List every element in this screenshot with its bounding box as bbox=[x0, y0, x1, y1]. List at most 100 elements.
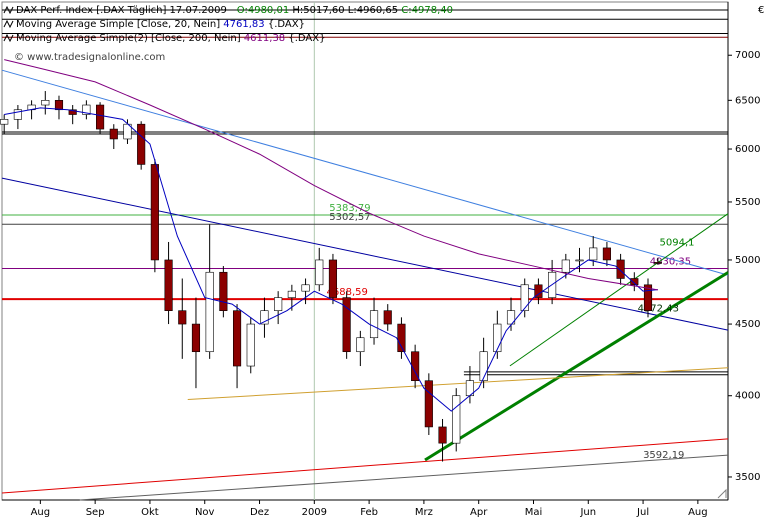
candle-body bbox=[96, 104, 105, 130]
candle-body bbox=[397, 323, 406, 353]
candle-body bbox=[589, 247, 598, 261]
candle-body bbox=[287, 290, 296, 298]
candle-body bbox=[369, 310, 379, 339]
trendline bbox=[187, 367, 729, 401]
y-tick-label: 4500 bbox=[735, 319, 760, 330]
level-label: 5383,79 bbox=[329, 203, 370, 214]
legend-part: {.DAX} bbox=[285, 33, 325, 44]
candle-body bbox=[109, 128, 118, 140]
candle-body bbox=[219, 271, 228, 311]
x-tick-label: Jul bbox=[636, 507, 649, 518]
candle-body bbox=[506, 310, 516, 325]
legend-icon bbox=[3, 5, 14, 15]
candle-body bbox=[301, 284, 310, 292]
candle-body bbox=[68, 109, 77, 115]
y-tick-label: 4000 bbox=[735, 391, 760, 402]
y-tick-label: 6000 bbox=[735, 144, 760, 155]
candle-body bbox=[653, 262, 662, 264]
x-tick-label: Feb bbox=[360, 507, 378, 518]
candle-body bbox=[274, 297, 283, 311]
candle-body bbox=[137, 123, 146, 165]
candle-body bbox=[205, 271, 214, 353]
candle-body bbox=[232, 310, 242, 367]
candle-body bbox=[246, 323, 255, 367]
y-tick-label: 6500 bbox=[735, 95, 760, 106]
x-tick-label: Dez bbox=[250, 507, 269, 518]
candle-body bbox=[424, 380, 433, 428]
note-label: 5094,1 bbox=[660, 238, 695, 249]
legend-icon bbox=[3, 33, 14, 43]
candle-body bbox=[54, 100, 64, 111]
candle-body bbox=[602, 247, 611, 261]
candle-body bbox=[438, 426, 447, 444]
trendline bbox=[1, 438, 729, 494]
candle-body bbox=[630, 278, 639, 286]
corner-grip bbox=[717, 488, 727, 499]
legend-entry: DAX Perf. Index [.DAX Täglich] 17.07.200… bbox=[16, 5, 453, 16]
candle-body bbox=[383, 310, 392, 325]
legend-part: Moving Average Simple(2) [Close, 200, Ne… bbox=[16, 33, 244, 44]
note-label: 3592,19 bbox=[643, 450, 684, 461]
legend-part: C:4978,40 bbox=[401, 5, 453, 16]
candle-body bbox=[41, 100, 50, 106]
level-label: 5302,57 bbox=[329, 212, 370, 223]
ma-line bbox=[4, 107, 658, 412]
x-tick-label: Nov bbox=[195, 507, 215, 518]
x-tick-label: Sep bbox=[86, 507, 105, 518]
candle-body bbox=[315, 259, 324, 286]
candle-body bbox=[260, 310, 269, 325]
legend-entry: Moving Average Simple [Close, 20, Nein] … bbox=[16, 19, 305, 30]
legend-part: DAX Perf. Index [.DAX Täglich] 17.07.200… bbox=[16, 5, 237, 16]
candle-body bbox=[164, 259, 173, 311]
candle-body bbox=[411, 351, 420, 382]
note-label: 4572,43 bbox=[638, 303, 679, 314]
legend-part: 4761,83 bbox=[223, 19, 264, 30]
x-tick-label: 2009 bbox=[302, 507, 327, 518]
x-tick-label: Jun bbox=[579, 507, 596, 518]
candle-body bbox=[82, 104, 91, 115]
candle-body bbox=[479, 351, 488, 382]
candle-body bbox=[561, 259, 570, 273]
candle-body bbox=[178, 310, 187, 325]
x-tick-label: Okt bbox=[141, 507, 159, 518]
trendline bbox=[1, 69, 729, 276]
candle-body bbox=[191, 323, 201, 353]
watermark: © www.tradesignalonline.com bbox=[14, 52, 165, 63]
legend-part: H:5017,60 L:4960,65 bbox=[289, 5, 401, 16]
y-tick-label: 3500 bbox=[735, 472, 760, 483]
x-tick-label: Mai bbox=[525, 507, 543, 518]
candle-body bbox=[616, 259, 625, 279]
plot-frame bbox=[1, 1, 729, 501]
candle-body bbox=[150, 164, 159, 261]
x-tick-label: Apr bbox=[470, 507, 488, 518]
legend-part: Moving Average Simple [Close, 20, Nein] bbox=[16, 19, 223, 30]
ma-line bbox=[4, 59, 658, 291]
trendline bbox=[79, 454, 729, 501]
legend-entry: Moving Average Simple(2) [Close, 200, Ne… bbox=[16, 33, 325, 44]
y-tick-label: 7000 bbox=[735, 50, 760, 61]
candle-body bbox=[356, 337, 365, 353]
candle-body bbox=[0, 119, 9, 125]
y-tick-label: 5500 bbox=[735, 197, 760, 208]
level-label: 4688,59 bbox=[327, 287, 368, 298]
candle-body bbox=[328, 259, 338, 298]
legend-icon bbox=[3, 19, 14, 29]
candle-body bbox=[452, 395, 461, 444]
trendline bbox=[509, 213, 729, 367]
candle-body bbox=[13, 109, 22, 120]
candle-body bbox=[575, 259, 584, 262]
trendline bbox=[424, 271, 729, 462]
candle-body bbox=[493, 323, 502, 353]
legend-part: O:4980,01 bbox=[237, 5, 289, 16]
x-tick-label: Aug bbox=[31, 507, 51, 518]
x-tick-label: Aug bbox=[688, 507, 708, 518]
x-tick-label: Mrz bbox=[415, 507, 433, 518]
level-label: 4930,35 bbox=[650, 256, 691, 267]
legend-part: 4611,38 bbox=[244, 33, 285, 44]
trendline bbox=[1, 177, 729, 331]
candle-body bbox=[520, 284, 529, 311]
candle-body bbox=[643, 284, 653, 311]
y-tick-label: 5000 bbox=[735, 255, 760, 266]
currency: € bbox=[758, 5, 764, 16]
